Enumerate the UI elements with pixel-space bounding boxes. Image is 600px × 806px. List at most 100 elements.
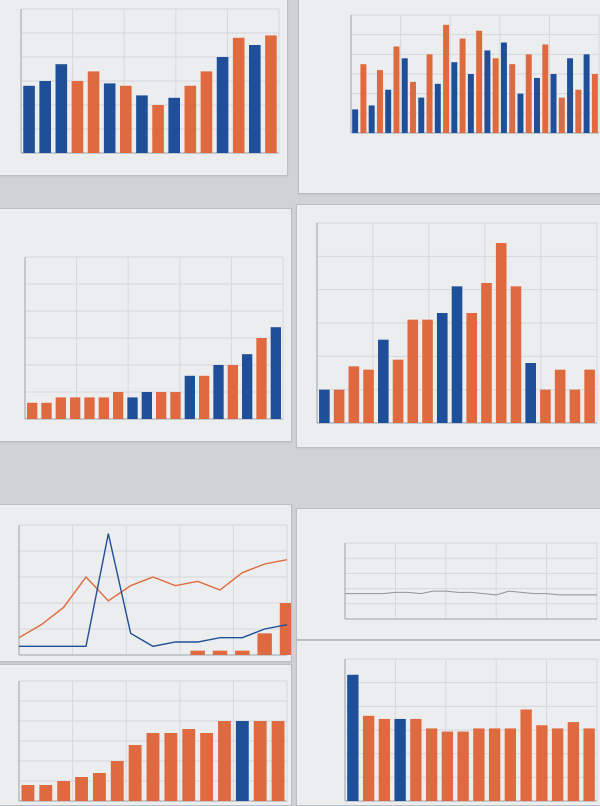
bar-9	[212, 650, 228, 655]
chart-panel-middle-left	[0, 208, 292, 442]
bar-8	[190, 650, 205, 655]
chart-panel-middle-right	[296, 204, 600, 448]
chart-panel-top-right	[298, 0, 600, 194]
bar-c9	[418, 97, 425, 133]
bar-c14	[551, 728, 564, 801]
bar-c11	[466, 313, 478, 423]
bar-c14	[213, 365, 224, 419]
bar-c5	[385, 89, 392, 133]
bar-c1	[319, 389, 330, 423]
bar-c9	[164, 733, 178, 801]
bar-c1	[23, 85, 35, 153]
bar-c13	[216, 57, 229, 153]
bar-c13	[451, 62, 458, 133]
line-chart-lower-left	[18, 524, 291, 656]
bar-c3	[378, 718, 391, 801]
bar-c10	[451, 286, 463, 423]
bar-c2	[360, 64, 367, 133]
bar-c7	[441, 731, 454, 801]
bar-c11	[184, 85, 197, 153]
series-line-1	[19, 533, 288, 648]
bar-10	[235, 650, 250, 655]
chart-panel-top-left	[0, 0, 288, 176]
bar-c28	[575, 89, 582, 133]
bar-c6	[98, 397, 109, 419]
bar-c3	[57, 781, 71, 801]
bar-c8	[127, 397, 138, 419]
bar-c16	[540, 389, 551, 423]
bar-c10	[156, 392, 167, 419]
bar-c6	[393, 46, 400, 133]
bar-c9	[141, 392, 152, 419]
bar-c2	[39, 81, 51, 153]
bar-c26	[558, 97, 565, 133]
bar-c15	[271, 721, 285, 801]
bar-c12	[520, 709, 532, 801]
bar-c5	[378, 339, 389, 423]
bar-c9	[473, 728, 485, 801]
bar-c8	[457, 731, 469, 801]
bar-c18	[270, 327, 281, 419]
bar-c27	[567, 58, 574, 134]
bar-chart-top-right	[350, 14, 600, 134]
bar-c6	[425, 728, 438, 801]
bar-c8	[136, 95, 148, 153]
bar-c16	[265, 35, 277, 153]
bar-c20	[509, 64, 516, 133]
bar-c17	[256, 338, 267, 419]
bar-c18	[569, 389, 581, 423]
line-chart-lower-right	[344, 542, 598, 620]
bar-c6	[103, 83, 116, 153]
bar-c19	[584, 369, 595, 423]
bar-c5	[84, 397, 95, 419]
bar-c15	[467, 74, 474, 133]
bar-c17	[484, 50, 491, 133]
bar-c16	[242, 354, 253, 419]
chart-panel-bottom-left	[0, 664, 292, 806]
bar-c4	[71, 81, 84, 153]
bar-c2	[41, 402, 52, 419]
bar-c14	[232, 37, 245, 153]
bar-c6	[392, 359, 404, 423]
bar-c9	[436, 313, 448, 423]
bar-c13	[235, 721, 249, 801]
bar-c11	[170, 392, 181, 419]
bar-c12	[481, 283, 492, 423]
bar-c8	[146, 733, 160, 801]
chart-panel-lower-right	[296, 508, 600, 640]
bar-c13	[495, 243, 507, 423]
bar-c4	[376, 70, 383, 133]
bar-c12	[200, 71, 213, 153]
bar-c3	[55, 64, 68, 153]
bar-c11	[504, 728, 517, 801]
bar-c4	[75, 777, 88, 801]
series-line-0	[18, 558, 288, 639]
bar-c1	[347, 674, 359, 801]
bar-chart-bottom-right	[344, 658, 598, 802]
bar-c4	[363, 369, 374, 423]
bar-c23	[534, 77, 540, 133]
bar-c15	[525, 363, 536, 423]
bar-c12	[184, 375, 195, 419]
bar-c15	[249, 45, 261, 153]
bar-chart-middle-left	[24, 256, 284, 420]
bar-c7	[113, 392, 124, 419]
bar-c3	[348, 366, 360, 423]
bar-c1	[27, 402, 38, 419]
bar-c14	[510, 286, 522, 423]
bar-c7	[120, 85, 132, 153]
bar-c24	[542, 44, 549, 133]
bar-c4	[70, 397, 81, 419]
bar-11	[257, 633, 272, 655]
bar-c18	[492, 58, 499, 134]
bar-c14	[459, 38, 466, 133]
bar-c10	[488, 728, 501, 801]
bar-c2	[362, 715, 375, 801]
bar-c1	[21, 785, 35, 801]
bar-c16	[583, 728, 595, 801]
bar-c15	[567, 722, 580, 801]
bar-c5	[87, 71, 100, 153]
bar-c1	[352, 109, 359, 133]
bar-c12	[218, 721, 231, 801]
bar-c2	[333, 389, 345, 423]
